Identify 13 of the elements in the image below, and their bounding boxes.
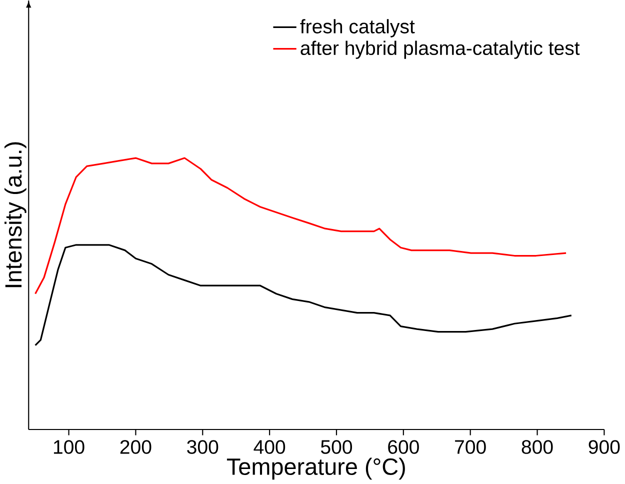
x-tick-label: 400 (254, 440, 286, 454)
x-axis-title: Temperature (°C) (226, 458, 405, 480)
legend-label: after hybrid plasma-catalytic test (300, 40, 580, 59)
legend-label: fresh catalyst (300, 19, 415, 38)
x-tick-label: 100 (54, 440, 84, 454)
x-tick-label: 800 (522, 440, 553, 454)
x-tick-label: 300 (187, 440, 218, 454)
x-tick-label: 600 (388, 440, 419, 454)
y-axis-title: Intensity (a.u.) (4, 142, 26, 288)
x-tick-label: 500 (320, 440, 352, 454)
x-tick-label: 200 (120, 440, 152, 454)
x-tick-label: 900 (588, 440, 620, 454)
x-tick-label: 700 (455, 440, 486, 454)
